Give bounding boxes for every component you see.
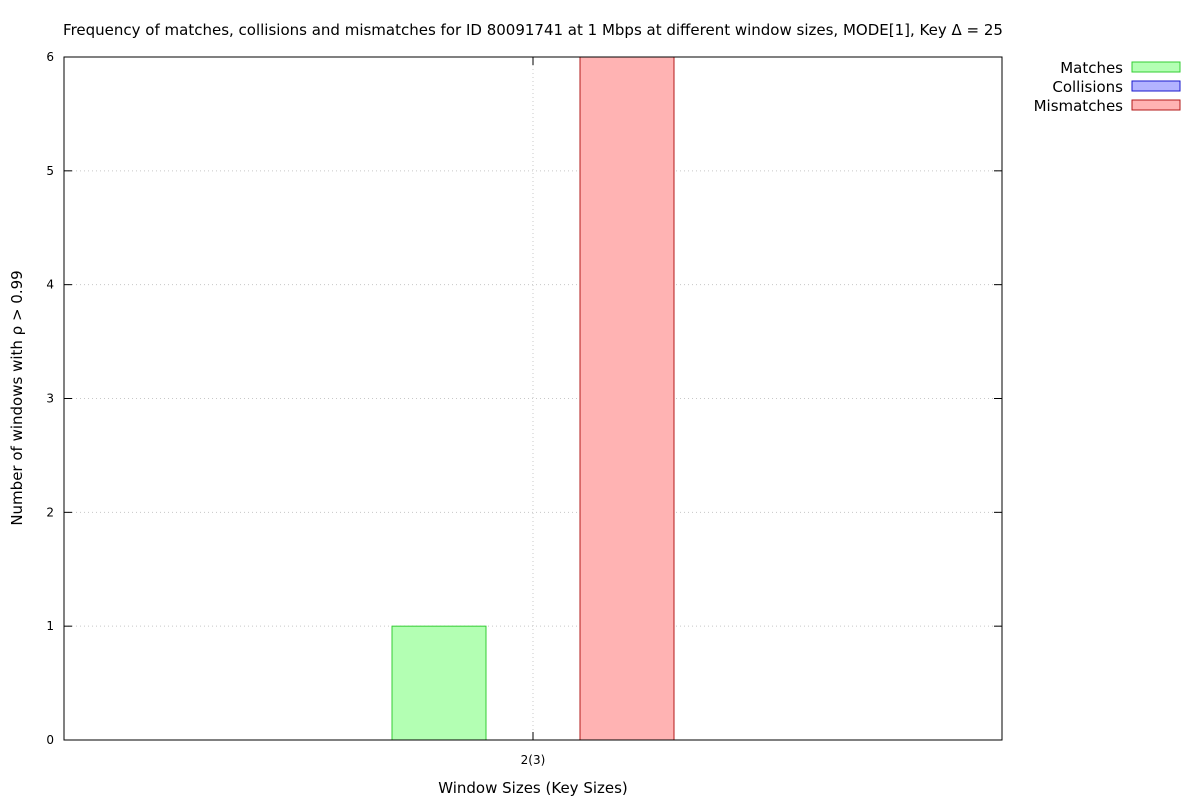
y-tick-label: 1 <box>46 619 54 633</box>
legend-label-matches: Matches <box>1060 59 1123 77</box>
bars <box>391 56 675 741</box>
y-tick-label: 5 <box>46 164 54 178</box>
legend-label-mismatches: Mismatches <box>1034 97 1124 115</box>
y-tick-label: 3 <box>46 392 54 406</box>
bar-mismatches <box>579 56 675 741</box>
y-tick-label: 2 <box>46 505 54 519</box>
x-tick-label: 2(3) <box>521 753 546 767</box>
legend-swatch-mismatches <box>1131 99 1181 111</box>
legend-swatch-matches <box>1131 61 1181 73</box>
y-axis-title: Number of windows with ρ > 0.99 <box>8 270 26 525</box>
legend-label-collisions: Collisions <box>1052 78 1123 96</box>
x-axis-title: Window Sizes (Key Sizes) <box>438 779 628 797</box>
y-tick-label: 6 <box>46 50 54 64</box>
x-axis-ticks: 2(3) <box>521 57 546 767</box>
bar-matches <box>391 625 487 741</box>
chart-title: Frequency of matches, collisions and mis… <box>63 21 1003 39</box>
legend-swatch-collisions <box>1131 80 1181 92</box>
y-tick-label: 0 <box>46 733 54 747</box>
y-tick-label: 4 <box>46 278 54 292</box>
y-axis-ticks: 0 1 2 3 4 5 6 <box>46 50 1002 747</box>
grid-lines <box>64 57 1002 740</box>
